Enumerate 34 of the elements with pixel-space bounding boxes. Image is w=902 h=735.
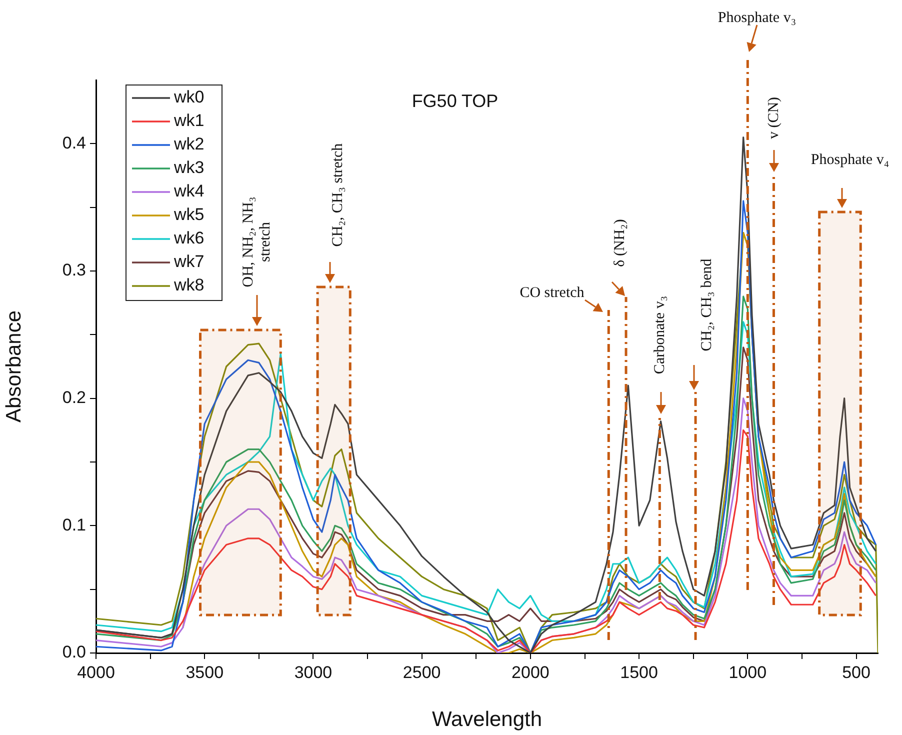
x-axis-title: Wavelength <box>432 708 542 732</box>
x-tick-label: 2000 <box>512 662 550 682</box>
band-label: CH₂, CH₃ stretch <box>330 142 346 247</box>
y-axis-title: Absorbance <box>2 310 26 423</box>
legend-label: wk7 <box>173 252 204 272</box>
legend-label: wk8 <box>173 276 204 295</box>
x-tick-label: 3500 <box>186 662 224 682</box>
legend-label: wk3 <box>173 158 204 178</box>
ref-line-label: Carbonate v₃ <box>652 296 668 374</box>
y-tick-label: 0.3 <box>62 260 86 280</box>
legend-label: Phosphate v₄ <box>810 152 890 168</box>
legend-label: wk5 <box>173 205 204 224</box>
ref-line-label: Phosphate v₃ <box>718 10 796 26</box>
legend-label: wk6 <box>173 228 204 248</box>
y-tick-label: 0.0 <box>62 642 86 662</box>
x-tick-label: 2500 <box>402 662 441 682</box>
x-tick-label: 1000 <box>728 662 767 682</box>
ref-line-label: CH₂, CH₃ bend <box>698 258 715 352</box>
x-tick-label: 3000 <box>294 662 332 682</box>
legend-label: wk2 <box>173 134 204 154</box>
x-tick-label: 500 <box>842 662 870 682</box>
x-tick-label: 1500 <box>620 662 658 682</box>
ref-line-label: v (CN) <box>766 96 782 140</box>
y-tick-label: 0.4 <box>62 133 86 152</box>
y-tick-label: 0.1 <box>62 515 86 534</box>
band-label: OH, NH₂, NH₃ stretch <box>240 196 274 288</box>
x-tick-label: 4000 <box>77 662 115 682</box>
legend-label: wk0 <box>173 88 204 107</box>
y-tick-label: 0.2 <box>62 388 86 408</box>
ref-line-label: CO stretch <box>520 284 585 301</box>
legend-label: wk1 <box>173 111 204 130</box>
text: FG50 TOP <box>412 90 498 111</box>
ref-line-label: δ (NH₂) <box>612 219 628 267</box>
legend-label: wk4 <box>173 182 204 201</box>
